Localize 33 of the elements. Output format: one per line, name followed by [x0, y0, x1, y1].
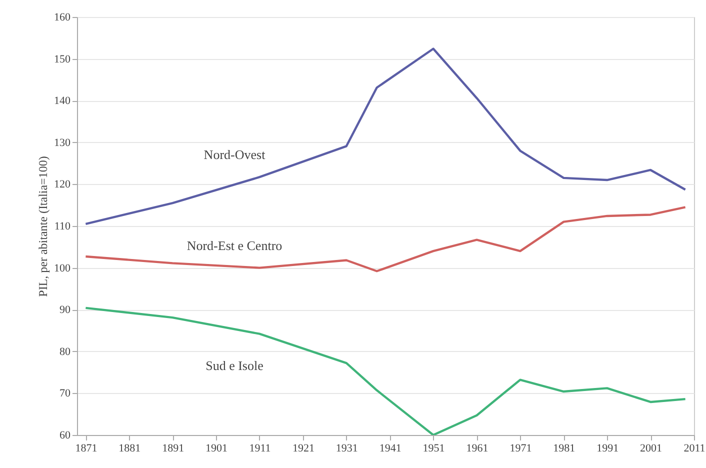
- x-tick-label: 1951: [422, 442, 445, 454]
- y-tick-label: 110: [54, 220, 71, 232]
- x-tick-label: 1991: [596, 442, 619, 454]
- series-label: Sud e Isole: [206, 358, 264, 373]
- series-label: Nord-Est e Centro: [186, 238, 282, 253]
- x-tick-label: 2011: [684, 442, 706, 454]
- x-tick-label: 1881: [118, 442, 141, 454]
- line-series: [84, 206, 686, 272]
- line-series: [84, 306, 686, 435]
- x-tick-label: 1901: [206, 442, 228, 454]
- x-tick-label: 1871: [75, 442, 98, 454]
- y-tick-label: 120: [54, 178, 71, 191]
- y-tick-label: 60: [60, 430, 71, 442]
- y-tick-label: 140: [54, 95, 71, 108]
- x-tick-label: 1971: [510, 442, 532, 454]
- x-tick-label: 1931: [336, 442, 358, 454]
- y-tick-label: 100: [54, 262, 71, 274]
- y-tick-label: 90: [60, 304, 71, 316]
- x-tick-label: 1941: [379, 442, 402, 454]
- y-tick-label: 150: [54, 53, 71, 66]
- y-tick-label: 70: [60, 388, 71, 400]
- y-tick-label: 80: [60, 346, 71, 358]
- x-tick-label: 1911: [249, 442, 271, 454]
- x-tick-label: 1961: [466, 442, 488, 454]
- y-tick-label: 130: [54, 136, 71, 149]
- x-tick-label: 1981: [553, 442, 576, 454]
- x-tick-label: 2001: [640, 442, 662, 454]
- y-axis-title: PIL, per abitante (Italia=100): [36, 156, 50, 297]
- series-label: Nord-Ovest: [204, 147, 266, 162]
- x-tick-label: 1921: [292, 442, 314, 454]
- x-tick-label: 1891: [162, 442, 184, 454]
- y-tick-label: 160: [54, 12, 71, 24]
- line-series: [84, 48, 686, 226]
